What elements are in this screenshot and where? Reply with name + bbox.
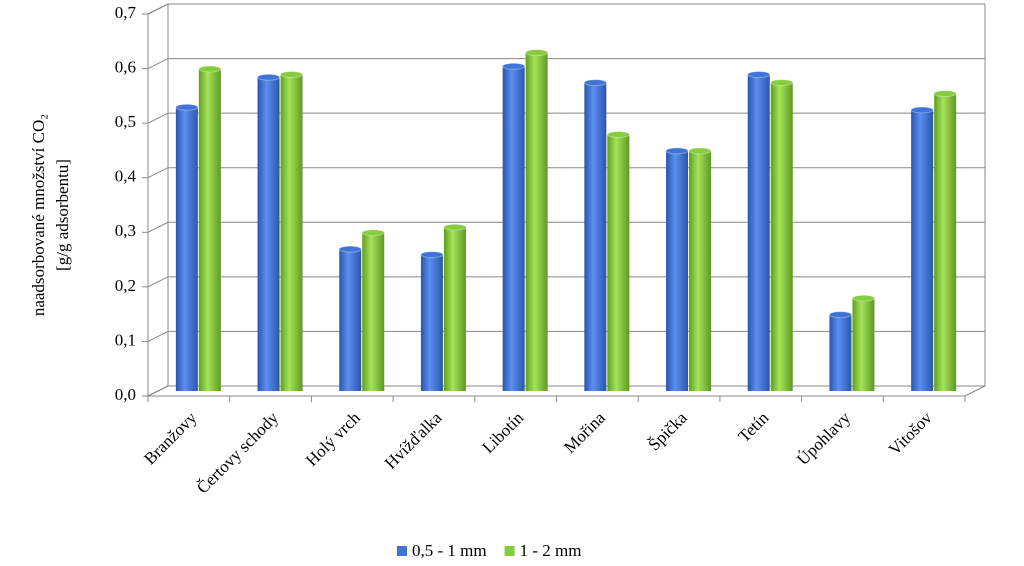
bar-top (665, 147, 689, 155)
y-tick-label: 0,5 (115, 112, 136, 131)
bar-top (770, 79, 794, 87)
y-tick-label: 0,4 (115, 167, 137, 186)
x-tick-label: Vitošov (885, 408, 936, 459)
bar (175, 107, 198, 391)
y-tick-label: 0,6 (115, 57, 136, 76)
bar (911, 109, 934, 391)
bar (666, 150, 689, 391)
bar (607, 134, 630, 391)
bar (747, 74, 770, 391)
bar (257, 77, 280, 391)
x-tick-label: Úpohlavy (793, 408, 854, 469)
bar-top (443, 223, 467, 231)
bar-top (502, 62, 526, 70)
bar-top (933, 90, 957, 98)
y-tick-label: 0,0 (115, 385, 136, 404)
bar-top (688, 147, 712, 155)
legend-label: 0,5 - 1 mm (412, 541, 487, 560)
back-wall (147, 3, 169, 397)
bar-top (338, 245, 362, 253)
legend-swatch (397, 546, 407, 556)
x-tick-label: Tetín (734, 408, 772, 446)
grid-line (147, 385, 985, 397)
grid-line (147, 330, 985, 342)
bar (689, 150, 712, 391)
bar-top (851, 294, 875, 302)
bar (339, 249, 362, 391)
bar-top (280, 70, 304, 78)
grid-line (147, 58, 985, 70)
bar (280, 74, 303, 391)
legend-label: 1 - 2 mm (520, 541, 582, 560)
x-tick-label: Mořina (560, 408, 609, 457)
bar (198, 69, 221, 392)
bar-top (583, 79, 607, 87)
grid-line (147, 112, 985, 124)
bar (829, 314, 852, 391)
bar (362, 232, 385, 391)
bar-top (361, 229, 385, 237)
y-tick-label: 0,3 (115, 221, 136, 240)
grid-line (147, 3, 985, 15)
bar (934, 93, 957, 391)
x-tick-label: Čertovy schody (193, 408, 283, 498)
bar-top (525, 49, 549, 57)
y-axis-label: naadsorbované množství CO₂ (29, 114, 48, 316)
y-tick-label: 0,2 (115, 276, 136, 295)
y-axis-label: [g/g adsorbentu] (53, 159, 72, 271)
bar-top (910, 106, 934, 114)
bar (852, 298, 875, 391)
x-tick-label: Branžovy (140, 408, 201, 469)
bar (770, 82, 793, 392)
bar-top (175, 103, 199, 111)
x-tick-label: Hvížďalka (381, 408, 446, 473)
bar-top (198, 65, 222, 73)
bar (502, 66, 525, 392)
bar-top (257, 73, 281, 81)
legend-swatch (504, 546, 515, 556)
x-tick-label: Libotín (478, 408, 527, 457)
bar (443, 227, 466, 391)
bar-top (420, 251, 444, 259)
grid-line (147, 167, 985, 179)
bar (584, 82, 607, 392)
x-tick-label: Špička (644, 408, 690, 454)
grid-line (147, 221, 985, 233)
bar (525, 52, 548, 392)
bar (420, 254, 443, 391)
bar-top (606, 131, 630, 139)
y-tick-label: 0,7 (115, 3, 137, 22)
bar-top (828, 311, 852, 319)
x-tick-label: Holý vrch (302, 408, 364, 470)
bar-top (747, 70, 771, 78)
y-tick-label: 0,1 (115, 330, 136, 349)
grid-line (147, 276, 985, 288)
